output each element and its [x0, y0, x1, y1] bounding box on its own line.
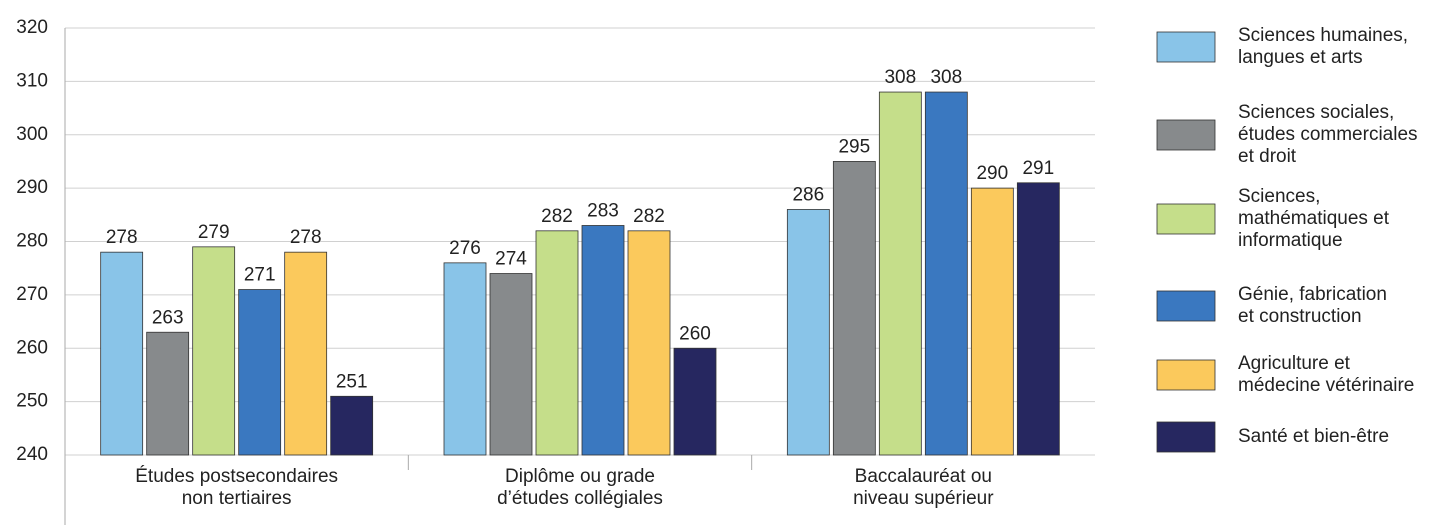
bar — [786, 209, 830, 456]
legend-swatch — [1156, 421, 1216, 453]
legend-label: Sciences, mathématiques et informatique — [1238, 186, 1390, 251]
bar — [489, 273, 533, 456]
legend-label: Génie, fabrication et construction — [1238, 284, 1387, 327]
value-label: 251 — [336, 371, 368, 392]
y-tick-label: 320 — [16, 17, 48, 38]
value-label: 282 — [633, 206, 665, 227]
bar — [443, 262, 487, 456]
bar — [100, 251, 144, 456]
value-label: 278 — [106, 227, 138, 248]
value-label: 295 — [838, 136, 870, 157]
bar — [832, 161, 876, 456]
bar — [627, 230, 671, 456]
bar — [238, 289, 282, 456]
value-label: 286 — [792, 184, 824, 205]
legend-swatch — [1156, 203, 1216, 235]
value-label: 271 — [244, 265, 276, 286]
value-label: 274 — [495, 249, 527, 270]
bar — [192, 246, 236, 456]
legend-swatch — [1156, 290, 1216, 322]
legend-swatch — [1156, 119, 1216, 151]
y-tick-label: 310 — [16, 70, 48, 91]
value-label: 260 — [679, 323, 711, 344]
bar — [1016, 182, 1060, 456]
value-label: 290 — [976, 163, 1008, 184]
legend-label: Sciences humaines, langues et arts — [1238, 25, 1409, 68]
value-label: 282 — [541, 206, 573, 227]
bar — [924, 91, 968, 456]
x-tick-label: Diplôme ou grade d’études collégiales — [497, 466, 663, 509]
y-tick-label: 280 — [16, 231, 48, 252]
value-label: 263 — [152, 307, 184, 328]
value-label: 291 — [1022, 158, 1054, 179]
y-tick-label: 240 — [16, 444, 48, 465]
y-tick-label: 270 — [16, 284, 48, 305]
value-label: 308 — [930, 67, 962, 88]
bar — [581, 225, 625, 456]
legend-label: Santé et bien-être — [1238, 426, 1390, 447]
x-tick-label: Études postsecondaires non tertiaires — [135, 466, 339, 509]
y-tick-label: 300 — [16, 124, 48, 145]
y-tick-label: 260 — [16, 337, 48, 358]
y-tick-label: 290 — [16, 177, 48, 198]
y-tick-label: 250 — [16, 391, 48, 412]
bar — [673, 347, 717, 456]
value-label: 308 — [884, 67, 916, 88]
value-label: 283 — [587, 201, 619, 222]
x-tick-label: Baccalauréat ou niveau supérieur — [853, 466, 994, 509]
legend-swatch — [1156, 31, 1216, 63]
legend-label: Agriculture et médecine vétérinaire — [1238, 353, 1415, 396]
value-label: 276 — [449, 238, 481, 259]
bar — [146, 331, 190, 456]
value-label: 279 — [198, 222, 230, 243]
bar — [284, 251, 328, 456]
legend-swatch — [1156, 359, 1216, 391]
legend-label: Sciences sociales, études commerciales e… — [1238, 102, 1418, 167]
value-label: 278 — [290, 227, 322, 248]
bar — [970, 187, 1014, 456]
bar — [535, 230, 579, 456]
bar — [878, 91, 922, 456]
bar — [330, 395, 374, 456]
